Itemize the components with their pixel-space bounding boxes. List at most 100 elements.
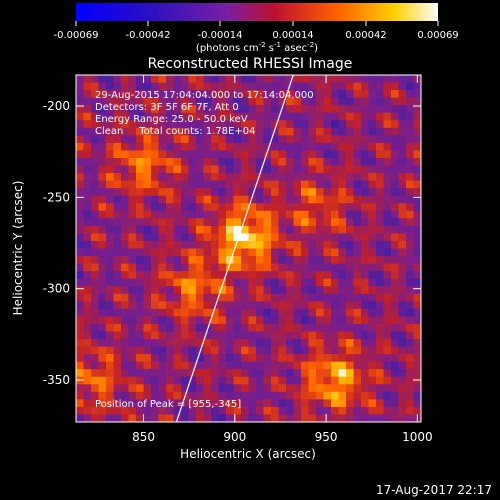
heatmap-cell	[331, 308, 340, 317]
heatmap-cell	[106, 225, 115, 235]
heatmap-cell	[211, 346, 220, 355]
heatmap-cell	[136, 195, 145, 204]
heatmap-cell	[346, 331, 355, 340]
heatmap-cell	[293, 399, 302, 408]
heatmap-cell	[106, 218, 115, 227]
heatmap-cell	[98, 157, 107, 167]
heatmap-cell	[331, 165, 340, 174]
heatmap-cell	[196, 286, 205, 295]
heatmap-cell	[308, 112, 317, 121]
heatmap-cell	[91, 225, 100, 235]
annotation-peak-position: Position of Peak = [955,-345]	[95, 399, 241, 410]
heatmap-cell	[196, 391, 205, 400]
heatmap-cell	[338, 127, 347, 136]
heatmap-cell	[391, 376, 400, 385]
heatmap-cell	[121, 286, 130, 295]
heatmap-cell	[271, 263, 280, 272]
heatmap-cell	[391, 105, 400, 114]
heatmap-cell	[256, 240, 265, 250]
heatmap-cell	[256, 142, 265, 152]
heatmap-cell	[308, 248, 317, 257]
heatmap-cell	[121, 142, 130, 152]
heatmap-cell	[286, 384, 295, 393]
heatmap-cell	[143, 263, 152, 272]
heatmap-cell	[188, 218, 197, 227]
heatmap-cell	[113, 173, 122, 182]
heatmap-cell	[226, 263, 235, 272]
heatmap-cell	[406, 165, 415, 174]
heatmap-cell	[383, 301, 392, 310]
heatmap-cell	[398, 271, 407, 280]
heatmap-cell	[361, 225, 370, 235]
heatmap-cell	[406, 150, 415, 159]
heatmap-cell	[308, 263, 317, 272]
heatmap-cell	[338, 339, 347, 348]
heatmap-cell	[98, 188, 107, 197]
heatmap-cell	[181, 369, 190, 378]
heatmap-cell	[256, 414, 265, 422]
heatmap-cell	[256, 218, 265, 227]
heatmap-cell	[376, 308, 385, 317]
heatmap-cell	[76, 188, 85, 197]
heatmap-cell	[376, 369, 385, 378]
heatmap-cell	[398, 376, 407, 385]
heatmap-cell	[316, 369, 325, 378]
heatmap-cell	[286, 225, 295, 235]
heatmap-cell	[211, 339, 220, 348]
heatmap-cell	[263, 135, 272, 144]
heatmap-cell	[398, 97, 407, 106]
heatmap-cell	[233, 248, 242, 257]
heatmap-cell	[203, 188, 212, 197]
heatmap-cell	[151, 293, 160, 302]
heatmap-cell	[166, 414, 175, 422]
heatmap-cell	[173, 240, 182, 250]
heatmap-cell	[113, 391, 122, 400]
heatmap-cell	[338, 135, 347, 144]
annotation-clean-counts: Clean Total counts: 1.78E+04	[95, 126, 255, 137]
heatmap-cell	[151, 165, 160, 174]
heatmap-cell	[391, 406, 400, 416]
heatmap-cell	[203, 331, 212, 340]
heatmap-cell	[278, 278, 287, 287]
heatmap-cell	[136, 286, 145, 295]
heatmap-cell	[211, 165, 220, 174]
heatmap-cell	[413, 286, 421, 295]
heatmap-cell	[301, 399, 310, 408]
heatmap-cell	[136, 90, 145, 99]
heatmap-cell	[391, 157, 400, 167]
heatmap-cell	[413, 323, 421, 333]
heatmap-cell	[158, 331, 167, 340]
heatmap-cell	[293, 406, 302, 416]
heatmap-cell	[226, 195, 235, 204]
heatmap-cell	[271, 376, 280, 385]
heatmap-cell	[406, 406, 415, 416]
heatmap-cell	[173, 354, 182, 363]
heatmap-cell	[121, 384, 130, 393]
heatmap-cell	[91, 173, 100, 182]
heatmap-cell	[413, 384, 421, 393]
heatmap-cell	[226, 376, 235, 385]
heatmap-cell	[226, 210, 235, 219]
heatmap-cell	[121, 82, 130, 91]
heatmap-cell	[308, 369, 317, 378]
heatmap-cell	[323, 339, 332, 348]
heatmap-cell	[308, 301, 317, 310]
heatmap-cell	[391, 256, 400, 265]
heatmap-cell	[113, 225, 122, 235]
heatmap-cell	[203, 414, 212, 422]
heatmap-cell	[83, 399, 92, 408]
heatmap-cell	[188, 376, 197, 385]
heatmap-cell	[323, 135, 332, 144]
heatmap-cell	[121, 376, 130, 385]
heatmap-cell	[398, 240, 407, 250]
heatmap-cell	[286, 120, 295, 129]
heatmap-cell	[233, 354, 242, 363]
heatmap-cell	[323, 150, 332, 159]
heatmap-cell	[316, 240, 325, 250]
heatmap-cell	[301, 263, 310, 272]
heatmap-cell	[196, 384, 205, 393]
heatmap-cell	[143, 112, 152, 121]
heatmap-cell	[196, 105, 205, 114]
heatmap-cell	[338, 105, 347, 114]
heatmap-cell	[346, 233, 355, 242]
